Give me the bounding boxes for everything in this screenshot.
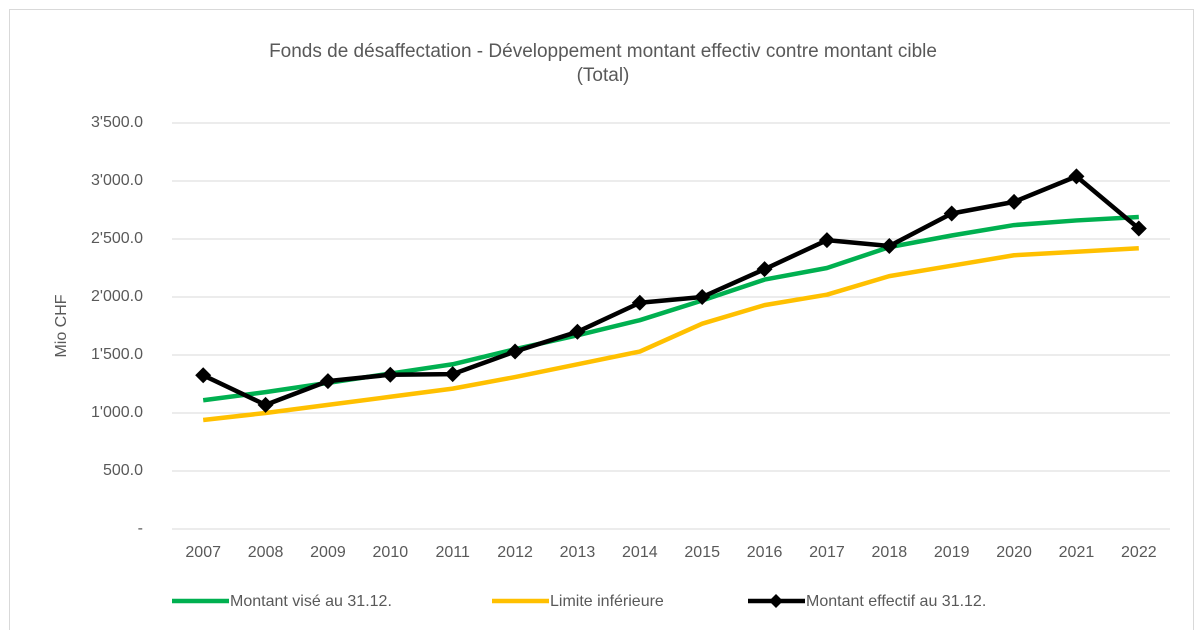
data-point bbox=[569, 323, 586, 340]
legend-label: Montant effectif au 31.12. bbox=[806, 593, 986, 610]
data-point bbox=[444, 366, 461, 383]
data-point bbox=[1068, 168, 1085, 185]
data-point bbox=[257, 396, 274, 413]
y-tick-label: 2'500.0 bbox=[91, 230, 143, 247]
y-tick-label: 1'000.0 bbox=[91, 404, 143, 421]
x-tick-label: 2019 bbox=[934, 544, 970, 561]
x-tick-label: 2020 bbox=[996, 544, 1032, 561]
chart-title: (Total) bbox=[577, 65, 630, 86]
x-tick-label: 2007 bbox=[185, 544, 221, 561]
data-point bbox=[881, 237, 898, 254]
x-tick-label: 2018 bbox=[872, 544, 908, 561]
series-line bbox=[202, 246, 1139, 423]
x-tick-label: 2013 bbox=[560, 544, 596, 561]
series-line bbox=[202, 174, 1141, 408]
data-point bbox=[818, 232, 835, 249]
legend-label: Limite inférieure bbox=[550, 593, 664, 610]
x-tick-label: 2008 bbox=[248, 544, 284, 561]
y-tick-label: 2'000.0 bbox=[91, 288, 143, 305]
x-tick-label: 2011 bbox=[435, 544, 470, 561]
x-tick-label: 2021 bbox=[1059, 544, 1095, 561]
x-tick-label: 2017 bbox=[809, 544, 845, 561]
legend-label: Montant visé au 31.12. bbox=[230, 593, 392, 610]
x-tick-label: 2012 bbox=[497, 544, 533, 561]
series-line bbox=[202, 214, 1139, 403]
y-tick-label: 3'000.0 bbox=[91, 172, 143, 189]
data-point bbox=[319, 373, 336, 390]
y-tick-label: 3'500.0 bbox=[91, 114, 143, 131]
x-tick-label: 2015 bbox=[684, 544, 720, 561]
data-point bbox=[943, 205, 960, 222]
x-tick-label: 2010 bbox=[373, 544, 409, 561]
data-point bbox=[756, 261, 773, 278]
data-point bbox=[631, 294, 648, 311]
y-tick-label: - bbox=[138, 520, 143, 537]
data-point bbox=[195, 367, 212, 384]
data-point bbox=[1130, 220, 1147, 237]
data-point bbox=[382, 366, 399, 383]
legend-marker bbox=[769, 594, 783, 608]
x-tick-label: 2022 bbox=[1121, 544, 1157, 561]
data-point bbox=[694, 289, 711, 305]
x-tick-label: 2009 bbox=[310, 544, 346, 561]
x-tick-label: 2016 bbox=[747, 544, 783, 561]
data-point bbox=[1006, 193, 1023, 210]
x-tick-label: 2014 bbox=[622, 544, 658, 561]
data-point bbox=[507, 343, 524, 360]
y-tick-label: 500.0 bbox=[103, 462, 143, 479]
chart-title: Fonds de désaffectation - Développement … bbox=[269, 41, 937, 62]
y-tick-label: 1'500.0 bbox=[91, 346, 143, 363]
y-axis-label: Mio CHF bbox=[53, 294, 70, 357]
